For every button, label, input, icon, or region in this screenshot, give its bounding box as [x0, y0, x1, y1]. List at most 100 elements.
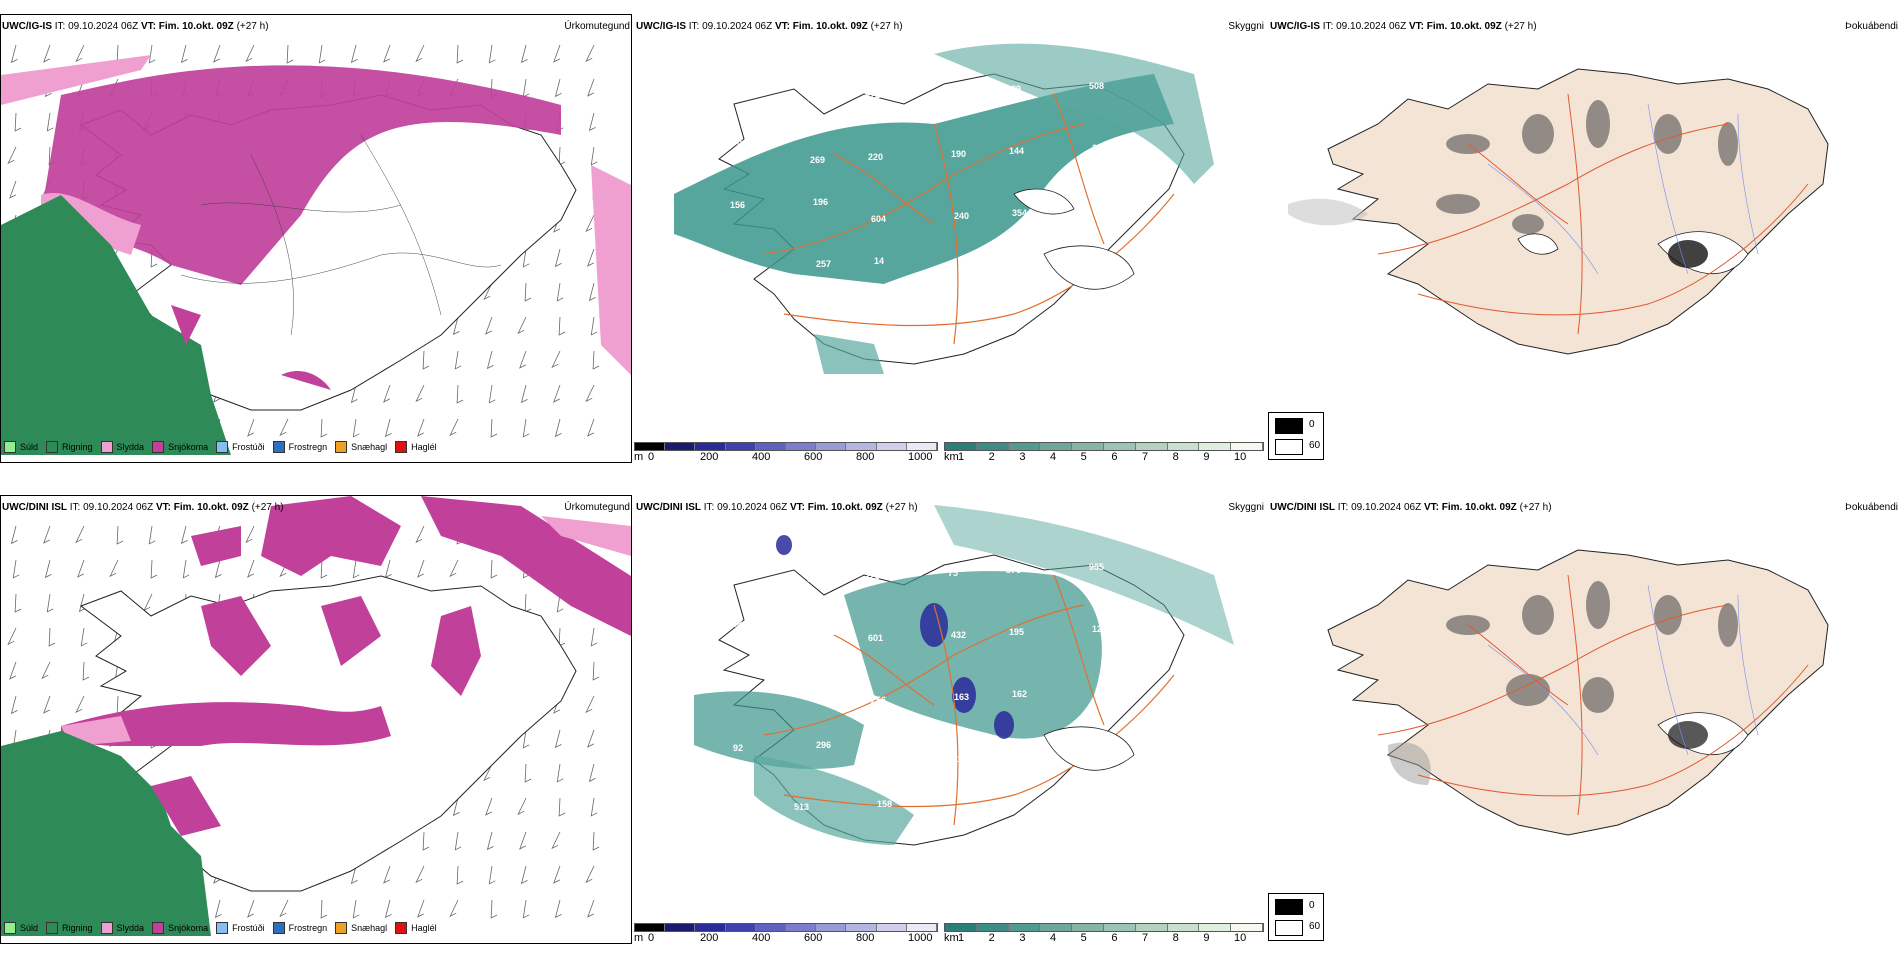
wind-barb [150, 248, 158, 268]
wind-barb [75, 525, 85, 544]
wind-barb [9, 180, 17, 199]
wind-barb [556, 593, 564, 613]
wind-barb [454, 831, 462, 851]
wind-barb [585, 695, 595, 714]
wind-barb [587, 418, 595, 437]
legend-label: Rigning [62, 442, 93, 452]
vt-label: VT: [140, 21, 156, 32]
wind-barb [44, 559, 52, 579]
panel-header: UWC/DINI ISL IT: 09.10.2024 06Z VT: Fim.… [636, 502, 1264, 516]
visibility-map[interactable]: 636 650 972 426 829 508 370 269 220 190 144 22 156 19… [634, 14, 1266, 444]
wind-barb [78, 593, 86, 613]
colorbar-tick: 600 [804, 932, 823, 944]
colorbar-cell [725, 443, 756, 450]
wind-barb [524, 593, 532, 613]
wind-barb [383, 865, 391, 884]
wind-barb [180, 44, 188, 64]
wind-barb [214, 559, 222, 579]
wind-barb [587, 729, 595, 748]
colorbar-cell [816, 443, 847, 450]
legend-label: Frostúði [232, 923, 265, 933]
legend-label: Súld [20, 923, 39, 933]
legend-swatch [46, 922, 59, 934]
colorbar-tick: 6 [1111, 451, 1118, 463]
visibility-value-label: 22 [1092, 143, 1102, 153]
legend-swatch [272, 441, 285, 453]
wind-barb [384, 899, 392, 919]
wind-barb [350, 44, 358, 64]
wind-barb [553, 44, 561, 63]
precip-map[interactable] [1, 15, 631, 462]
legend-label: Slydda [116, 442, 145, 452]
colorbar-cell [1231, 443, 1263, 450]
wind-barb [488, 44, 496, 64]
precip-type-legend: Súld Rigning Slydda Snjókoma Frostúði Frostre… [4, 439, 437, 455]
it-label: IT: [1322, 21, 1334, 32]
panel-header: UWC/IG-IS IT: 09.10.2024 06Z VT: Fim. 10… [636, 21, 1264, 35]
colorbar-tick: 7 [1142, 932, 1149, 944]
colorbar-cell [846, 924, 877, 931]
wind-barb [279, 418, 289, 437]
precip-map[interactable] [1, 496, 631, 943]
wind-barb [590, 627, 598, 647]
wind-barb [422, 350, 430, 370]
visibility-value-label: 269 [810, 155, 825, 165]
colorbar-tick: 5 [1080, 451, 1087, 463]
legend-label: Snæhagl [351, 442, 388, 452]
legend-swatch [46, 441, 59, 453]
visibility-value-label: 508 [1089, 81, 1104, 91]
colorbar-tick: 0 [648, 451, 655, 463]
colorbar-cell [906, 443, 938, 450]
wind-barb [318, 44, 326, 64]
colorbar-tick: 4 [1050, 932, 1057, 944]
vt-label: VT: [774, 21, 790, 32]
colorbar-unit: m [634, 932, 644, 944]
wind-barb [590, 146, 598, 166]
fog-legend: 0 60 [1268, 893, 1324, 941]
vt-value: Fim. 10.okt. 09Z [807, 502, 883, 513]
fog-map[interactable] [1268, 495, 1900, 925]
visibility-value-label: 257 [816, 259, 831, 269]
legend-swatch [100, 441, 113, 453]
colorbar-tick: 200 [700, 932, 719, 944]
visibility-value-label: 636 [724, 76, 739, 86]
wind-barb [522, 899, 530, 919]
wind-barb [352, 899, 360, 919]
wind-barb [483, 763, 493, 782]
colorbar-cell [846, 443, 877, 450]
lead-time: (+27 h) [1519, 502, 1552, 513]
visibility-map[interactable]: 204 97 223 75 376 955 788 448 601 432 195 12 108 246 2… [634, 495, 1266, 925]
colorbar-tick: 7 [1142, 451, 1149, 463]
visibility-value-label: 204 [724, 557, 739, 567]
legend-swatch [216, 441, 229, 453]
colorbar-tick: 1000 [908, 451, 933, 463]
precip-type-legend: Súld Rigning Slydda Snjókoma Frostúði Frostre… [4, 920, 437, 936]
vt-label: VT: [789, 502, 805, 513]
colorbar-cell [1008, 924, 1041, 931]
legend-swatch [4, 441, 16, 453]
wind-barb [558, 797, 566, 817]
model-name: UWC/IG-IS [2, 21, 52, 32]
wind-barb [585, 865, 595, 884]
wind-barb [585, 214, 595, 233]
fog-legend-swatch-0 [1275, 899, 1303, 915]
legend-label: Rigning [62, 923, 93, 933]
visibility-value-label: 108 [730, 681, 745, 691]
panel-title: Þokuábendi [1845, 502, 1898, 513]
fog-map[interactable] [1268, 14, 1900, 444]
visibility-value-label: 97 [807, 574, 817, 584]
wind-barb [279, 899, 289, 918]
visibility-value-label: 256 [871, 695, 886, 705]
wind-barb [553, 865, 561, 884]
wind-barb [245, 44, 255, 63]
precip-map-frame [0, 495, 632, 944]
wind-barb [352, 559, 360, 579]
legend-item-1: Rigning [46, 922, 93, 934]
wind-barb [456, 384, 464, 404]
wind-barb [551, 831, 561, 850]
colorbar-tick: 200 [700, 451, 719, 463]
legend-item-4: Frostúði [216, 922, 265, 934]
colorbar-cell [1103, 443, 1136, 450]
visibility-value-label: 376 [1006, 565, 1021, 575]
colorbar-strip [634, 923, 938, 932]
